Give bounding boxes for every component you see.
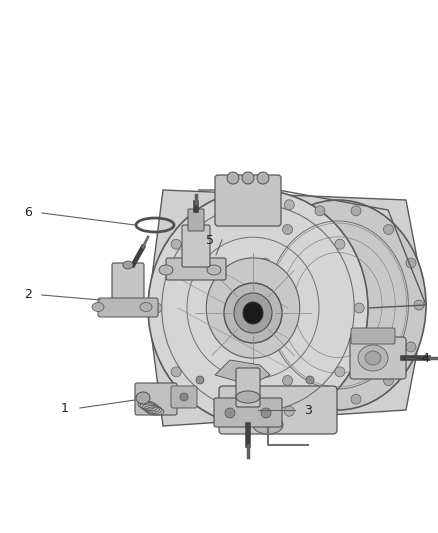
Ellipse shape (234, 293, 272, 333)
Circle shape (252, 300, 262, 310)
Ellipse shape (236, 391, 260, 403)
Ellipse shape (140, 303, 152, 311)
Circle shape (354, 303, 364, 313)
Ellipse shape (136, 392, 150, 404)
FancyBboxPatch shape (350, 337, 406, 379)
Circle shape (414, 300, 424, 310)
Circle shape (261, 408, 271, 418)
Ellipse shape (358, 345, 388, 371)
Circle shape (335, 367, 345, 377)
Circle shape (260, 342, 270, 352)
Ellipse shape (123, 261, 133, 269)
Ellipse shape (224, 283, 282, 343)
Circle shape (152, 303, 162, 313)
Ellipse shape (250, 200, 426, 410)
Circle shape (284, 200, 294, 210)
Ellipse shape (92, 303, 104, 311)
Ellipse shape (159, 265, 173, 275)
FancyBboxPatch shape (215, 175, 281, 226)
Circle shape (180, 393, 188, 401)
Circle shape (406, 258, 416, 268)
Circle shape (335, 239, 345, 249)
FancyBboxPatch shape (166, 258, 226, 280)
Ellipse shape (257, 172, 269, 184)
FancyBboxPatch shape (171, 386, 197, 408)
Circle shape (171, 367, 181, 377)
Polygon shape (215, 360, 270, 385)
Circle shape (351, 206, 361, 216)
Ellipse shape (365, 351, 381, 365)
Circle shape (283, 376, 293, 385)
Text: 1: 1 (61, 401, 69, 415)
Polygon shape (148, 190, 426, 426)
Ellipse shape (253, 416, 283, 434)
FancyBboxPatch shape (236, 368, 260, 407)
Text: 4: 4 (421, 351, 429, 365)
FancyBboxPatch shape (351, 328, 395, 344)
Ellipse shape (243, 302, 263, 324)
Circle shape (222, 406, 232, 416)
Ellipse shape (227, 172, 239, 184)
Circle shape (384, 376, 393, 385)
FancyBboxPatch shape (98, 298, 158, 317)
Ellipse shape (207, 265, 221, 275)
Circle shape (284, 406, 294, 416)
Circle shape (225, 408, 235, 418)
Circle shape (306, 376, 314, 384)
FancyBboxPatch shape (214, 398, 282, 427)
FancyBboxPatch shape (182, 225, 210, 267)
Circle shape (196, 376, 204, 384)
Circle shape (222, 200, 232, 210)
Circle shape (384, 224, 393, 235)
Circle shape (406, 342, 416, 352)
Circle shape (260, 258, 270, 268)
Ellipse shape (242, 172, 254, 184)
Ellipse shape (206, 258, 300, 358)
Circle shape (315, 206, 325, 216)
Circle shape (283, 224, 293, 235)
FancyBboxPatch shape (188, 209, 204, 231)
Circle shape (351, 394, 361, 404)
Ellipse shape (148, 190, 368, 426)
Text: 6: 6 (24, 206, 32, 220)
Text: 2: 2 (24, 288, 32, 302)
Text: 5: 5 (206, 233, 214, 246)
FancyBboxPatch shape (219, 386, 337, 434)
Circle shape (171, 239, 181, 249)
FancyBboxPatch shape (112, 263, 144, 309)
Circle shape (315, 394, 325, 404)
Text: 3: 3 (304, 403, 312, 416)
FancyBboxPatch shape (135, 383, 177, 415)
